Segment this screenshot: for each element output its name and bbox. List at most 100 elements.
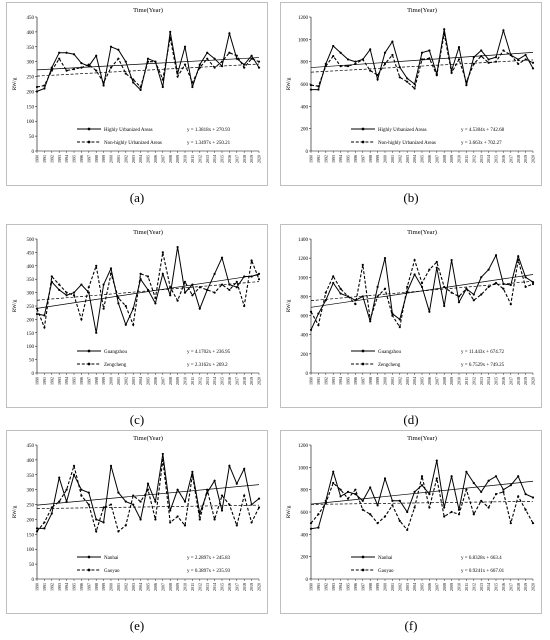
series-2-point bbox=[509, 53, 512, 57]
x-tick-label: 2020 bbox=[531, 155, 536, 163]
series-1-point bbox=[109, 267, 113, 270]
x-tick-label: 2010 bbox=[183, 583, 188, 591]
y-axis-label: RW/g bbox=[12, 299, 18, 312]
legend-label: Zengcheng bbox=[378, 363, 401, 368]
legend-label: Nanhai bbox=[104, 556, 119, 561]
series-1-point bbox=[43, 314, 46, 317]
series-2-point bbox=[443, 32, 446, 35]
x-tick-label: 2014 bbox=[212, 583, 217, 591]
y-tick-label: 200 bbox=[301, 128, 309, 133]
series-1-point bbox=[95, 54, 98, 57]
x-tick-label: 1999 bbox=[101, 583, 106, 591]
x-tick-label: 2011 bbox=[190, 583, 195, 591]
series-1-point bbox=[309, 527, 313, 530]
y-tick-label: 200 bbox=[27, 518, 35, 523]
series-2-point bbox=[176, 75, 179, 78]
series-2-point bbox=[198, 66, 201, 69]
y-tick-label: 350 bbox=[27, 46, 35, 51]
series-2-point bbox=[213, 291, 216, 294]
x-tick-label: 1995 bbox=[72, 583, 77, 591]
series-1-point bbox=[206, 51, 209, 54]
series-1-point bbox=[65, 294, 68, 297]
series-2-point bbox=[50, 275, 53, 278]
series-2-point bbox=[531, 282, 535, 286]
series-2-point bbox=[124, 304, 127, 308]
chart-e: Time(Year) 0 50 100 150 200 250 300 350 400 450 RW/… bbox=[12, 435, 262, 591]
x-tick-label: 2001 bbox=[390, 583, 395, 591]
chart-panel-e: Time(Year) 0 50 100 150 200 250 300 350 400 450 RW/… bbox=[6, 430, 268, 637]
series-1-point bbox=[317, 526, 320, 529]
series-2-point bbox=[58, 500, 61, 503]
series-1-point bbox=[487, 479, 490, 482]
series-1-point bbox=[457, 46, 461, 49]
series-1-point bbox=[369, 320, 372, 323]
legend-marker-1 bbox=[361, 127, 365, 131]
series-2-point bbox=[472, 299, 475, 302]
trend-equation: y = 6.7529x + 749.25 bbox=[461, 363, 505, 368]
series-2-point bbox=[250, 521, 253, 524]
x-tick-label: 1991 bbox=[316, 155, 321, 163]
x-tick-label: 1993 bbox=[57, 583, 62, 591]
x-tick-label: 2015 bbox=[494, 377, 499, 385]
series-1-point bbox=[235, 286, 238, 289]
series-1-point bbox=[257, 272, 261, 275]
series-2-point bbox=[161, 251, 164, 254]
y-tick-label: 50 bbox=[29, 563, 35, 568]
series-1-point bbox=[376, 504, 379, 507]
series-2-point bbox=[332, 54, 335, 58]
legend-marker-2 bbox=[361, 140, 365, 144]
series-1-point bbox=[154, 302, 157, 305]
y-tick-label: 400 bbox=[301, 105, 309, 110]
series-2-point bbox=[413, 258, 416, 262]
series-1-point bbox=[524, 53, 527, 57]
series-1-point bbox=[65, 51, 68, 54]
y-axis-label: RW/g bbox=[286, 505, 292, 518]
series-2-point bbox=[117, 530, 120, 533]
x-tick-label: 2019 bbox=[249, 155, 254, 163]
series-1-point bbox=[324, 299, 327, 302]
x-tick-label: 2003 bbox=[131, 155, 136, 163]
series-1-point bbox=[524, 493, 527, 496]
y-tick-label: 200 bbox=[27, 90, 35, 95]
chart-title: Time(Year) bbox=[407, 435, 437, 442]
x-tick-label: 2016 bbox=[227, 155, 232, 163]
series-1-point bbox=[435, 459, 438, 462]
chart-frame-a: Time(Year) 0 50 100 150 200 250 300 350 400 450 RW/… bbox=[6, 2, 268, 186]
series-1-point bbox=[480, 276, 483, 279]
series-1-point bbox=[161, 452, 164, 456]
x-tick-label: 2013 bbox=[205, 583, 210, 591]
series-2-point bbox=[346, 65, 350, 68]
series-2-point bbox=[465, 488, 468, 491]
x-tick-label: 2016 bbox=[227, 377, 232, 385]
y-tick-label: 450 bbox=[27, 16, 35, 21]
x-tick-label: 1995 bbox=[346, 155, 351, 163]
x-tick-label: 2020 bbox=[257, 155, 262, 163]
series-2-point bbox=[332, 481, 335, 485]
series-1-point bbox=[35, 527, 39, 530]
series-2-point bbox=[139, 500, 142, 503]
series-2-point bbox=[154, 296, 157, 300]
chart-panel-d: Time(Year) 0 200 400 600 800 1000 1200 1400 RW/g 1… bbox=[280, 224, 542, 431]
series-2-point bbox=[72, 294, 76, 297]
legend-label: Non-highly Urbanized Areas bbox=[104, 141, 162, 146]
series-2-point bbox=[465, 80, 468, 83]
x-tick-label: 1998 bbox=[368, 377, 373, 385]
series-2-point bbox=[169, 521, 172, 524]
series-1-point bbox=[332, 281, 335, 285]
x-tick-label: 1995 bbox=[346, 377, 351, 385]
series-2-point bbox=[376, 73, 379, 77]
series-2-point bbox=[324, 291, 327, 294]
series-2-point bbox=[435, 260, 438, 264]
series-1-point bbox=[309, 328, 313, 332]
x-tick-label: 2017 bbox=[508, 377, 513, 385]
y-tick-label: 800 bbox=[301, 295, 309, 300]
legend-marker-2 bbox=[87, 568, 91, 572]
series-1-point bbox=[317, 312, 320, 315]
panel-caption-d: (d) bbox=[403, 412, 419, 427]
series-1-point bbox=[183, 500, 187, 503]
chart-frame-d: Time(Year) 0 200 400 600 800 1000 1200 1400 RW/g 1… bbox=[280, 224, 542, 408]
x-tick-label: 2015 bbox=[220, 155, 225, 163]
y-tick-label: 200 bbox=[301, 556, 309, 561]
x-tick-label: 2016 bbox=[501, 155, 506, 163]
x-tick-label: 2010 bbox=[457, 583, 462, 591]
